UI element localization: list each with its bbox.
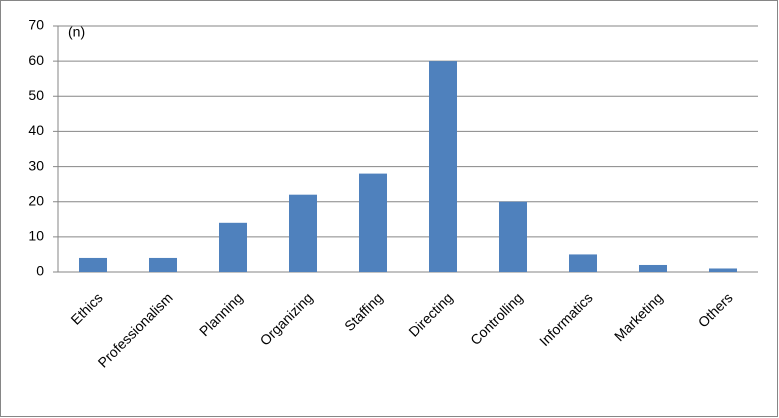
y-tick-label: 70 — [28, 17, 44, 33]
bar — [569, 254, 597, 272]
y-tick-label: 50 — [28, 87, 44, 103]
bar — [639, 264, 667, 272]
y-tick-label: 10 — [28, 228, 44, 244]
bar — [429, 61, 457, 273]
y-tick-label: 20 — [28, 192, 44, 208]
bar — [289, 194, 317, 272]
bar — [149, 257, 177, 272]
y-tick-label: 30 — [28, 157, 44, 173]
bar — [359, 173, 387, 272]
y-tick-label: 60 — [28, 52, 44, 68]
bar — [79, 257, 107, 272]
y-tick-label: 40 — [28, 122, 44, 138]
y-tick-label: 0 — [36, 263, 44, 279]
bar — [499, 201, 527, 272]
unit-annotation: (n) — [68, 24, 85, 40]
bar — [219, 222, 247, 272]
bar — [709, 268, 737, 272]
